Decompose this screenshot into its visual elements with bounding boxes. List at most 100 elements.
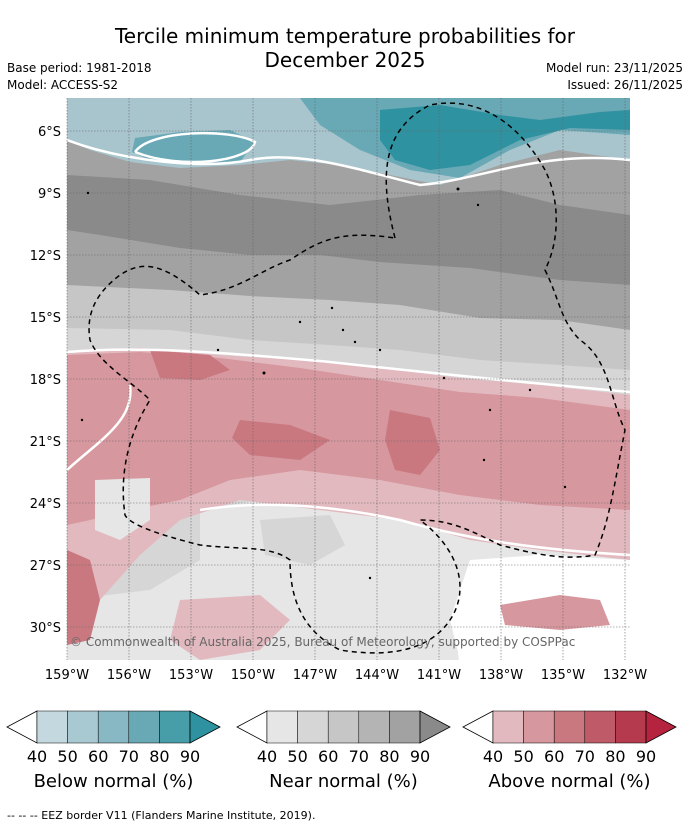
colorbar-extend-high: [419, 710, 451, 744]
near-patch-center: [260, 515, 345, 565]
lon-label: 135°W: [541, 668, 585, 683]
lon-label: 153°W: [169, 668, 213, 683]
colorbar-segment: [327, 710, 360, 744]
island: [353, 340, 357, 344]
lat-label: 15°S: [30, 311, 61, 326]
island: [476, 203, 480, 207]
lon-label: 159°W: [45, 668, 89, 683]
colorbar-label-above: Above normal (%): [488, 771, 651, 792]
colorbar-segment: [266, 710, 298, 744]
island: [330, 306, 334, 310]
colorbar-tick: 90: [410, 747, 430, 766]
colorbar-tick: 60: [544, 747, 564, 766]
lat-label: 30°S: [30, 621, 61, 636]
colorbar-tick: 80: [605, 747, 625, 766]
model-run: Model run: 23/11/2025: [545, 61, 683, 75]
colorbar-near: 40 50 60 70 80 90: [236, 710, 451, 766]
above-area-60b: [385, 410, 440, 475]
colorbar-segment: [492, 710, 524, 744]
lon-label: 156°W: [107, 668, 151, 683]
contour-south-white: [457, 553, 541, 660]
island: [488, 408, 492, 412]
colorbar-extend-high: [645, 710, 677, 744]
base-period: Base period: 1981-2018: [7, 61, 152, 75]
lon-label: 141°W: [417, 668, 461, 683]
lat-label: 27°S: [30, 559, 61, 574]
model-name: Model: ACCESS-S2: [7, 78, 119, 92]
colorbar-tick: 40: [257, 747, 277, 766]
colorbar-segment: [615, 710, 647, 744]
lat-label: 24°S: [30, 497, 61, 512]
island: [368, 576, 372, 580]
contour-north: [67, 138, 630, 187]
near-patch-west: [95, 478, 150, 540]
lat-label: 6°S: [38, 125, 61, 140]
colorbar-segment: [523, 710, 555, 744]
issued-date: Issued: 26/11/2025: [567, 78, 683, 92]
island: [80, 418, 84, 422]
colorbar-segment: [297, 710, 329, 744]
copyright-text: © Commonwealth of Australia 2025, Bureau…: [70, 635, 575, 649]
colorbar-tick: 70: [119, 747, 139, 766]
lon-label: 147°W: [293, 668, 337, 683]
near-band-90: [67, 175, 630, 285]
eez-border-french-polynesia: [88, 102, 626, 654]
colorbar-segment: [159, 710, 191, 744]
below-area-core: [380, 105, 630, 170]
colorbar-tick: 90: [180, 747, 200, 766]
colorbar-segment: [36, 710, 68, 744]
colorbar-tick: 40: [27, 747, 47, 766]
map-field: [67, 98, 630, 660]
meta-left: Base period: 1981-2018 Model: ACCESS-S2: [7, 60, 152, 94]
lon-label: 150°W: [231, 668, 275, 683]
probability-map: © Commonwealth of Australia 2025, Bureau…: [6, 98, 677, 766]
colorbar-tick: 80: [149, 747, 169, 766]
contour-pink-south: [67, 384, 630, 557]
colorbar-below: 40 50 60 70 80 90: [6, 710, 221, 766]
island: [482, 458, 486, 462]
island: [563, 485, 567, 489]
colorbar-tick: 50: [513, 747, 533, 766]
island: [341, 328, 345, 332]
colorbar-segment: [584, 710, 616, 744]
colorbar-segment: [389, 710, 421, 744]
above-area-60c: [67, 550, 100, 645]
island: [442, 376, 446, 380]
colorbar-tick: 50: [57, 747, 77, 766]
colorbar-segment: [67, 710, 99, 744]
above-area-60: [232, 420, 330, 460]
longitude-labels: 159°W 156°W 153°W 150°W 147°W 144°W 141°W 138°W…: [45, 668, 647, 683]
title-line-2: December 2025: [264, 48, 426, 72]
contour-lines: [67, 131, 630, 660]
lon-label: 138°W: [479, 668, 523, 683]
island: [216, 348, 220, 352]
lat-label: 18°S: [30, 373, 61, 388]
island: [456, 187, 460, 191]
island: [528, 388, 532, 392]
colorbar-tick: 60: [88, 747, 108, 766]
lat-label: 21°S: [30, 435, 61, 450]
contour-south: [67, 348, 630, 394]
colorbar-segment: [97, 710, 130, 744]
meta-right: Model run: 23/11/2025 Issued: 26/11/2025: [546, 60, 683, 94]
above-area-60d: [150, 350, 230, 380]
islands: [80, 187, 567, 580]
eez-legend-footer: -- -- -- EEZ border V11 (Flanders Marine…: [7, 809, 316, 822]
lon-label: 144°W: [355, 668, 399, 683]
lat-label: 9°S: [38, 187, 61, 202]
island: [262, 371, 266, 375]
colorbar-segment: [358, 710, 390, 744]
colorbar-above: 40 50 60 70 80 90: [462, 710, 677, 766]
colorbar-extend-low: [236, 710, 268, 744]
colorbar-tick: 80: [379, 747, 399, 766]
island: [298, 320, 302, 324]
colorbars: 40 50 60 70 80 90 40 50 60 70 80 90 40 50 60 70 80 90: [6, 710, 677, 766]
colorbar-label-below: Below normal (%): [33, 771, 194, 792]
colorbar-label-near: Near normal (%): [269, 771, 418, 792]
title-line-1: Tercile minimum temperature probabilitie…: [114, 24, 576, 48]
grid-lines: [66, 98, 630, 660]
eez-border: [88, 102, 626, 654]
colorbar-tick: 40: [483, 747, 503, 766]
colorbar-extend-high: [189, 710, 221, 744]
colorbar-tick: 60: [318, 747, 338, 766]
